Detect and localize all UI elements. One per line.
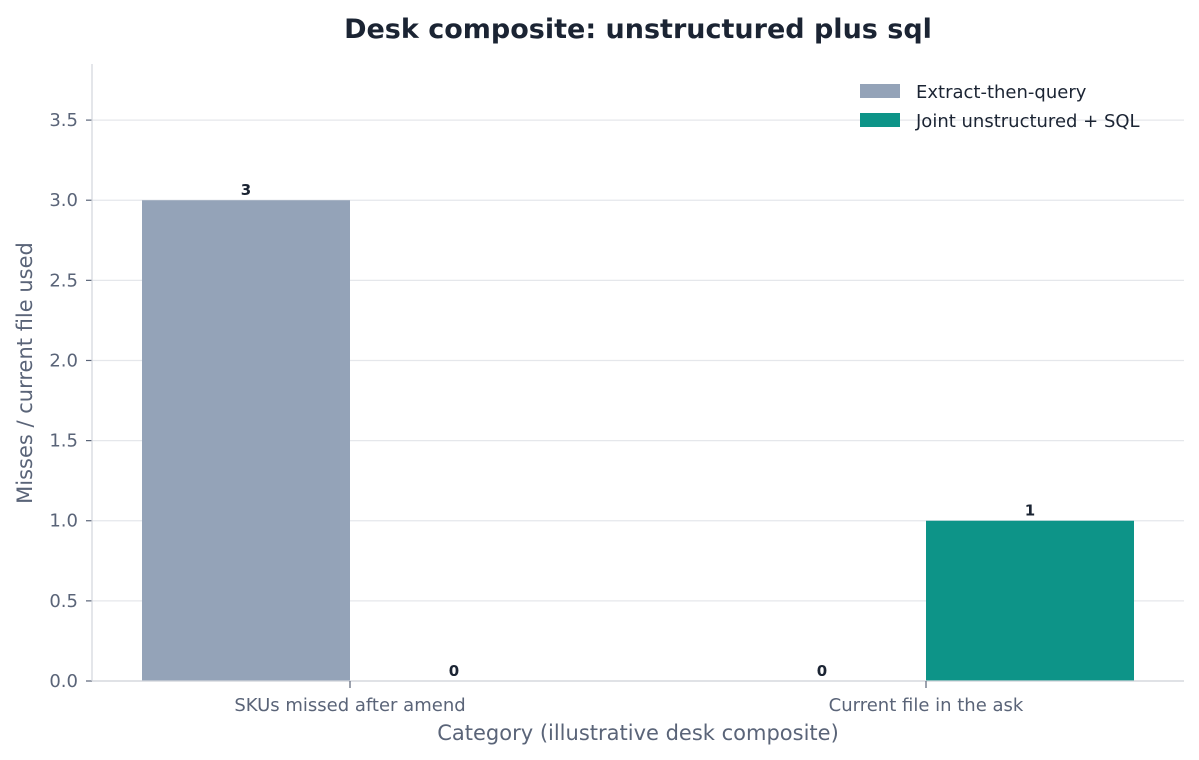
y-tick-label: 1.0 bbox=[49, 511, 78, 532]
x-tick-label: Current file in the ask bbox=[829, 695, 1024, 716]
data-labels: 3 0 0 1 bbox=[241, 181, 1035, 680]
y-tick-label: 2.0 bbox=[49, 350, 78, 371]
legend-label-joint-unstructured-sql: Joint unstructured + SQL bbox=[915, 111, 1140, 132]
bars bbox=[142, 200, 1134, 682]
bar-value-label: 0 bbox=[817, 662, 827, 680]
y-tick-label: 2.5 bbox=[49, 270, 78, 291]
y-axis-label: Misses / current file used bbox=[13, 242, 37, 504]
legend-swatch-joint-unstructured-sql bbox=[860, 113, 900, 127]
tick-labels: 0.0 0.5 1.0 1.5 2.0 2.5 3.0 3.5 SKUs missed afte… bbox=[49, 110, 1024, 716]
chart-title: Desk composite: unstructured plus sql bbox=[344, 14, 932, 45]
bar bbox=[926, 520, 1134, 681]
x-axis-label: Category (illustrative desk composite) bbox=[437, 721, 839, 745]
y-tick-label: 0.0 bbox=[49, 671, 78, 692]
legend-label-extract-then-query: Extract-then-query bbox=[916, 82, 1087, 103]
bar-value-label: 0 bbox=[449, 662, 459, 680]
y-tick-label: 0.5 bbox=[49, 591, 78, 612]
y-tick-label: 3.5 bbox=[49, 110, 78, 131]
bar-value-label: 1 bbox=[1025, 502, 1035, 520]
x-tick-label: SKUs missed after amend bbox=[234, 695, 465, 716]
bar bbox=[142, 200, 350, 682]
y-tick-label: 1.5 bbox=[49, 431, 78, 452]
legend: Extract-then-query Joint unstructured + … bbox=[860, 82, 1140, 132]
axes bbox=[86, 64, 1184, 688]
legend-swatch-extract-then-query bbox=[860, 84, 900, 98]
y-tick-label: 3.0 bbox=[49, 190, 78, 211]
bar-value-label: 3 bbox=[241, 181, 251, 199]
